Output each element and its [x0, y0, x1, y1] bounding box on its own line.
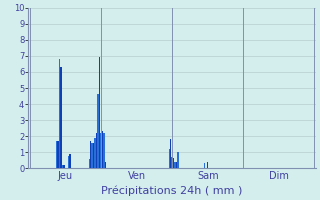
Bar	[63, 165, 65, 168]
Bar	[173, 158, 174, 168]
Bar	[172, 157, 173, 168]
Bar	[92, 143, 93, 168]
Bar	[174, 162, 176, 168]
Bar	[176, 162, 177, 168]
Bar	[99, 57, 100, 168]
Bar	[60, 67, 62, 168]
Bar	[207, 162, 208, 168]
Bar	[89, 159, 90, 168]
Bar	[100, 133, 102, 168]
Bar	[69, 154, 71, 168]
Bar	[103, 133, 105, 168]
Bar	[177, 152, 179, 168]
Bar	[93, 143, 94, 168]
X-axis label: Précipitations 24h ( mm ): Précipitations 24h ( mm )	[101, 185, 243, 196]
Bar	[105, 162, 106, 168]
Bar	[204, 163, 205, 168]
Bar	[169, 149, 170, 168]
Bar	[68, 156, 69, 168]
Bar	[97, 94, 99, 168]
Bar	[170, 139, 171, 168]
Bar	[102, 131, 103, 168]
Bar	[56, 141, 57, 168]
Bar	[96, 133, 97, 168]
Bar	[62, 165, 63, 168]
Bar	[90, 141, 91, 168]
Bar	[57, 141, 59, 168]
Bar	[94, 138, 96, 168]
Bar	[59, 59, 60, 168]
